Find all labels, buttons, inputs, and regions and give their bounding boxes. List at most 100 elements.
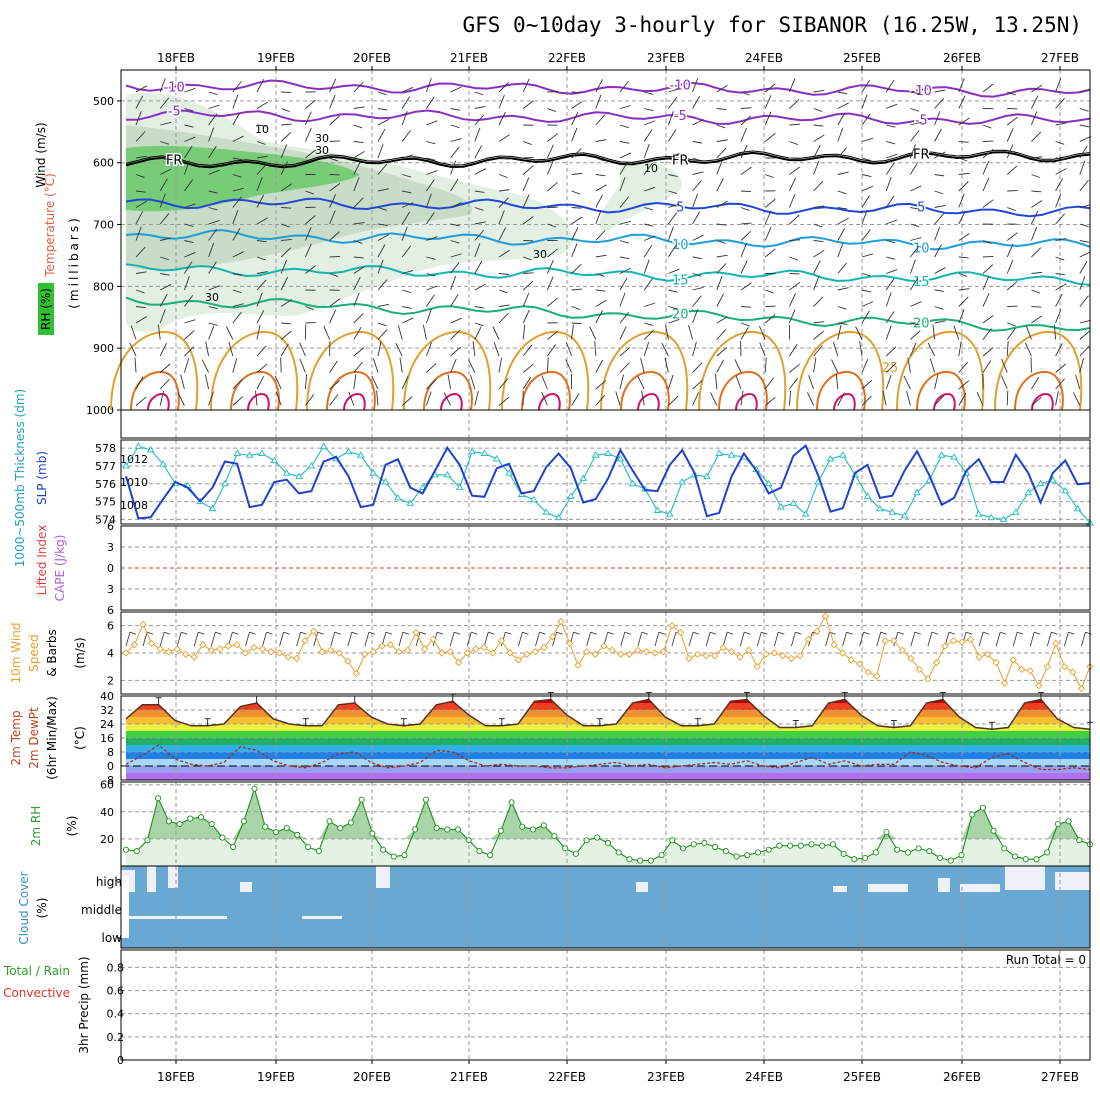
wind-barb (668, 203, 680, 208)
wind-barb (232, 157, 243, 161)
wind-barb (692, 180, 702, 192)
wind-barb (982, 83, 994, 93)
wind-barb (665, 324, 669, 340)
wind10-barb-flag (982, 631, 990, 635)
wind-barb (426, 256, 436, 260)
wind10-barb (705, 632, 711, 647)
wind-barb (498, 197, 509, 208)
wind-barb (1079, 179, 1089, 192)
wind10-marker (804, 635, 813, 643)
wind-barb (135, 155, 147, 159)
wind-barb (837, 91, 848, 95)
wind-barb (256, 345, 267, 357)
wind-barb (1079, 204, 1091, 208)
thickness-marker (876, 504, 884, 512)
surface-temp-contour-inner (423, 370, 473, 411)
wind-barb (668, 244, 677, 258)
wind-barb (1006, 165, 1018, 175)
wind10-marker (480, 643, 488, 652)
wind10-marker (429, 635, 437, 643)
wind10-marker (821, 612, 830, 620)
wind-barb (498, 189, 510, 192)
wind-barb (640, 357, 645, 373)
wind-barb (281, 223, 290, 228)
wind10-barb (517, 632, 523, 647)
wind-barb (256, 177, 263, 192)
wind-barb (644, 186, 656, 192)
wind-barb (1079, 295, 1089, 307)
wind-barb (861, 289, 872, 293)
wind-barb (329, 115, 340, 126)
wind-barb (450, 346, 461, 357)
wind-barb (1079, 88, 1091, 93)
wind10-barb (483, 632, 489, 647)
wind-barb (644, 235, 656, 241)
thickness-tick-label: 578 (95, 442, 116, 455)
wind-barb (232, 174, 242, 178)
thickness-marker (406, 499, 415, 506)
wind10-barb-flag (556, 631, 563, 635)
date-label-bottom: 20FEB (353, 1070, 391, 1084)
wind-barb (299, 342, 306, 357)
wind-barb (886, 256, 896, 260)
wind-barb (547, 344, 556, 357)
wind10-barb (245, 632, 250, 647)
cloud-gap (240, 882, 252, 892)
rh2-marker (733, 853, 740, 860)
label-precip-conv: Convective (3, 986, 70, 1000)
wind-barb (280, 259, 288, 274)
wind-barb (934, 244, 942, 258)
wind-barb (522, 344, 533, 357)
wind10-marker (523, 650, 531, 659)
wind-barb (498, 157, 509, 160)
wind-barb (329, 94, 336, 109)
wind-barb (619, 346, 631, 357)
wind-barb (474, 322, 484, 327)
cloud-gap (127, 916, 227, 919)
wind-barb (692, 193, 699, 208)
wind10-marker (335, 649, 343, 657)
wind10-marker (207, 646, 215, 654)
upper-wind-barbs (129, 78, 1091, 406)
rh2-marker (754, 849, 762, 856)
wind-barb (523, 141, 532, 145)
wind10-barb-flag (709, 631, 717, 635)
wind-barb (134, 357, 137, 373)
wind-barb (329, 78, 337, 93)
cloud-gap (1005, 866, 1045, 890)
wind-barb (425, 391, 432, 406)
thickness-marker (208, 504, 217, 512)
wind-barb (1055, 273, 1066, 276)
wind-barb (353, 361, 363, 373)
wind-barb (619, 80, 629, 93)
wind-barb (740, 306, 751, 308)
wind-barb (523, 256, 532, 261)
wind-barb (498, 174, 508, 178)
wind-barb (1055, 141, 1065, 145)
wind-barb (377, 244, 386, 258)
wind-barb (353, 161, 361, 175)
surface-temp-contour-core (247, 392, 270, 411)
wind-barb (835, 374, 839, 390)
wind-barb (958, 380, 970, 390)
isotherm-line (125, 197, 1091, 218)
wind-barb (595, 157, 605, 162)
rh2-marker (604, 839, 612, 847)
wind-barb (740, 144, 748, 159)
temp-band (126, 724, 1090, 731)
wind-barb (934, 190, 944, 195)
wind-barb (903, 375, 911, 390)
label-rh2: 2m RH (29, 806, 43, 847)
wind-barb (281, 123, 292, 126)
wind-barb (498, 357, 502, 373)
rh2-marker (787, 842, 794, 849)
label-rh2-unit: (%) (65, 816, 79, 837)
wind-barb (1055, 343, 1063, 357)
thickness-marker (727, 451, 736, 458)
wind-barb (329, 360, 338, 373)
wind10-marker (992, 658, 1000, 667)
wind10-barb (347, 632, 353, 647)
wind-barb (934, 289, 945, 292)
wind-barb (885, 292, 892, 307)
wind10-barb (1081, 632, 1086, 647)
